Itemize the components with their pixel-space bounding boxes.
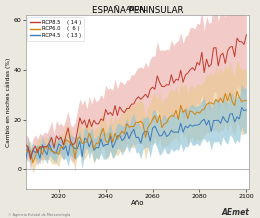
Text: AEmet: AEmet	[222, 208, 250, 217]
Legend: RCP8.5    ( 14 ), RCP6.0    (  6 ), RCP4.5    ( 13 ): RCP8.5 ( 14 ), RCP6.0 ( 6 ), RCP4.5 ( 13…	[28, 17, 84, 41]
Title: ESPAÑA PENINSULAR: ESPAÑA PENINSULAR	[92, 5, 183, 15]
Text: © Agencia Estatal de Meteorología: © Agencia Estatal de Meteorología	[8, 213, 70, 217]
X-axis label: Año: Año	[131, 200, 144, 206]
Y-axis label: Cambio en noches cálidas (%): Cambio en noches cálidas (%)	[5, 58, 11, 147]
Text: ANUAL: ANUAL	[126, 6, 148, 12]
